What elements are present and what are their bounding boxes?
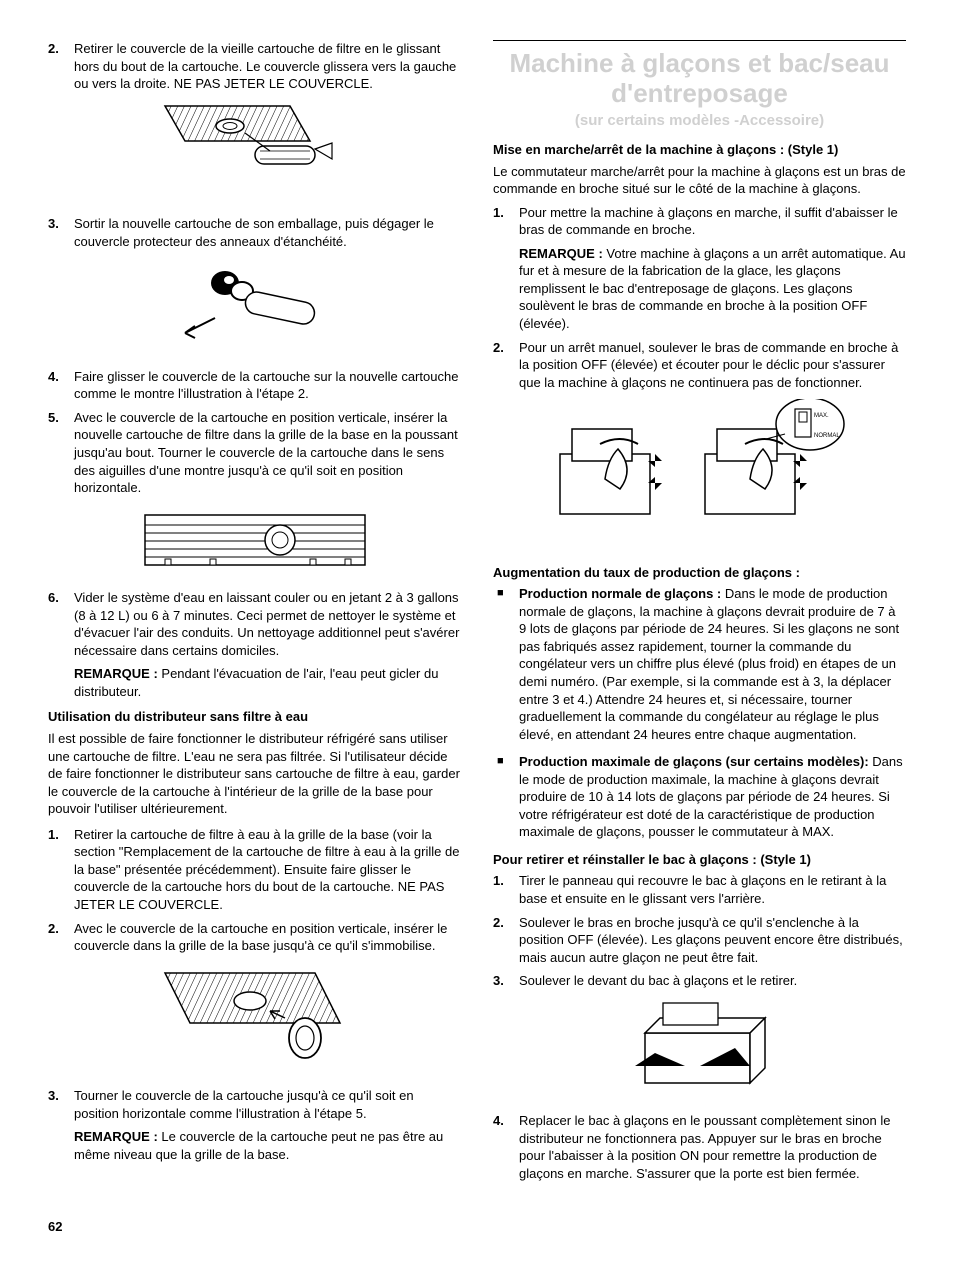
- remarque-block: REMARQUE : Pendant l'évacuation de l'air…: [48, 665, 461, 700]
- section-title: Machine à glaçons et bac/seau d'entrepos…: [493, 49, 906, 109]
- remarque-label: REMARQUE :: [74, 666, 158, 681]
- figure-cartridge-remove: [48, 101, 461, 206]
- step-text: Vider le système d'eau en laissant coule…: [74, 590, 459, 658]
- page-number: 62: [48, 1218, 906, 1236]
- left-steps-a: 2. Retirer le couvercle de la vieille car…: [48, 40, 461, 93]
- step-number: 1.: [48, 826, 59, 844]
- step-text: Avec le couvercle de la cartouche en pos…: [74, 410, 458, 495]
- step-text: Retirer le couvercle de la vieille carto…: [74, 41, 456, 91]
- right-steps-a: 1. Pour mettre la machine à glaçons en ma…: [493, 204, 906, 239]
- sub-paragraph: Il est possible de faire fonctionner le …: [48, 730, 461, 818]
- step-text: Retirer la cartouche de filtre à eau à l…: [74, 827, 459, 912]
- figure-ice-bin: [493, 998, 906, 1103]
- figure-cartridge-new: [48, 258, 461, 358]
- step-item: 3. Soulever le devant du bac à glaçons et…: [493, 972, 906, 990]
- step-item: 2. Soulever le bras en broche jusqu'à ce …: [493, 914, 906, 967]
- step-item: 1. Pour mettre la machine à glaçons en ma…: [493, 204, 906, 239]
- remarque-block: REMARQUE : Votre machine à glaçons a un …: [493, 245, 906, 333]
- step-item: 2. Pour un arrêt manuel, soulever le bras…: [493, 339, 906, 392]
- step-item: 6. Vider le système d'eau en laissant cou…: [48, 589, 461, 659]
- step-item: 3. Sortir la nouvelle cartouche de son em…: [48, 215, 461, 250]
- step-item: 1. Retirer la cartouche de filtre à eau à…: [48, 826, 461, 914]
- title-line2: d'entreposage: [611, 78, 788, 108]
- step-text: Soulever le devant du bac à glaçons et l…: [519, 973, 797, 988]
- step-text: Replacer le bac à glaçons en le poussant…: [519, 1113, 890, 1181]
- step-text: Faire glisser le couvercle de la cartouc…: [74, 369, 458, 402]
- heading-augmentation: Augmentation du taux de production de gl…: [493, 564, 906, 582]
- step-item: 5. Avec le couvercle de la cartouche en p…: [48, 409, 461, 497]
- bullet-list: Production normale de glaçons : Dans le …: [493, 585, 906, 841]
- step-item: 4. Faire glisser le couvercle de la carto…: [48, 368, 461, 403]
- step-number: 2.: [48, 920, 59, 938]
- figure-icemaker-arm: MAX. NORMAL: [493, 399, 906, 554]
- figure-grille: [48, 505, 461, 580]
- step-number: 2.: [48, 40, 59, 58]
- two-column-layout: 2. Retirer le couvercle de la vieille car…: [48, 40, 906, 1188]
- step-number: 2.: [493, 914, 504, 932]
- section-subtitle: (sur certains modèles -Accessoire): [493, 111, 906, 131]
- left-steps-a-cont2: 4. Faire glisser le couvercle de la carto…: [48, 368, 461, 497]
- heading-retirer-bac: Pour retirer et réinstaller le bac à gla…: [493, 851, 906, 869]
- bullet-text: Dans le mode de production normale de gl…: [519, 586, 899, 741]
- remarque-label: REMARQUE :: [519, 246, 603, 261]
- right-steps-a-cont: 2. Pour un arrêt manuel, soulever le bras…: [493, 339, 906, 392]
- step-number: 1.: [493, 872, 504, 890]
- step-item: 2. Retirer le couvercle de la vieille car…: [48, 40, 461, 93]
- step-number: 5.: [48, 409, 59, 427]
- label-normal: NORMAL: [814, 433, 840, 439]
- step-number: 2.: [493, 339, 504, 357]
- step-text: Avec le couvercle de la cartouche en pos…: [74, 921, 447, 954]
- paragraph: Le commutateur marche/arrêt pour la mach…: [493, 163, 906, 198]
- step-text: Tourner le couvercle de la cartouche jus…: [74, 1088, 414, 1121]
- step-number: 4.: [493, 1112, 504, 1130]
- heading-mise-en-marche: Mise en marche/arrêt de la machine à gla…: [493, 141, 906, 159]
- bullet-bold: Production normale de glaçons :: [519, 586, 721, 601]
- step-number: 3.: [48, 215, 59, 233]
- step-text: Pour mettre la machine à glaçons en marc…: [519, 205, 898, 238]
- title-line1: Machine à glaçons et bac/seau: [509, 48, 889, 78]
- step-text: Soulever le bras en broche jusqu'à ce qu…: [519, 915, 903, 965]
- bullet-item: Production maximale de glaçons (sur cert…: [493, 753, 906, 841]
- step-number: 4.: [48, 368, 59, 386]
- right-steps-b-cont: 4. Replacer le bac à glaçons en le poussa…: [493, 1112, 906, 1182]
- step-item: 2. Avec le couvercle de la cartouche en p…: [48, 920, 461, 955]
- left-steps-a-cont3: 6. Vider le système d'eau en laissant cou…: [48, 589, 461, 659]
- bullet-bold: Production maximale de glaçons (sur cert…: [519, 754, 869, 769]
- step-text: Sortir la nouvelle cartouche de son emba…: [74, 216, 434, 249]
- step-number: 3.: [493, 972, 504, 990]
- sub-heading-distributeur: Utilisation du distributeur sans filtre …: [48, 708, 461, 726]
- step-text: Pour un arrêt manuel, soulever le bras d…: [519, 340, 898, 390]
- left-column: 2. Retirer le couvercle de la vieille car…: [48, 40, 461, 1188]
- remarque-label: REMARQUE :: [74, 1129, 158, 1144]
- step-item: 4. Replacer le bac à glaçons en le poussa…: [493, 1112, 906, 1182]
- step-text: Tirer le panneau qui recouvre le bac à g…: [519, 873, 886, 906]
- step-item: 1. Tirer le panneau qui recouvre le bac à…: [493, 872, 906, 907]
- right-column: Machine à glaçons et bac/seau d'entrepos…: [493, 40, 906, 1188]
- bullet-item: Production normale de glaçons : Dans le …: [493, 585, 906, 743]
- left-steps-b: 1. Retirer la cartouche de filtre à eau à…: [48, 826, 461, 955]
- label-max: MAX.: [814, 413, 829, 419]
- step-item: 3. Tourner le couvercle de la cartouche j…: [48, 1087, 461, 1122]
- step-number: 3.: [48, 1087, 59, 1105]
- left-steps-a-cont: 3. Sortir la nouvelle cartouche de son em…: [48, 215, 461, 250]
- remarque-block: REMARQUE : Le couvercle de la cartouche …: [48, 1128, 461, 1163]
- section-divider: [493, 40, 906, 41]
- right-steps-b: 1. Tirer le panneau qui recouvre le bac à…: [493, 872, 906, 989]
- left-steps-b-cont: 3. Tourner le couvercle de la cartouche j…: [48, 1087, 461, 1122]
- step-number: 1.: [493, 204, 504, 222]
- step-number: 6.: [48, 589, 59, 607]
- figure-cover-insert: [48, 963, 461, 1078]
